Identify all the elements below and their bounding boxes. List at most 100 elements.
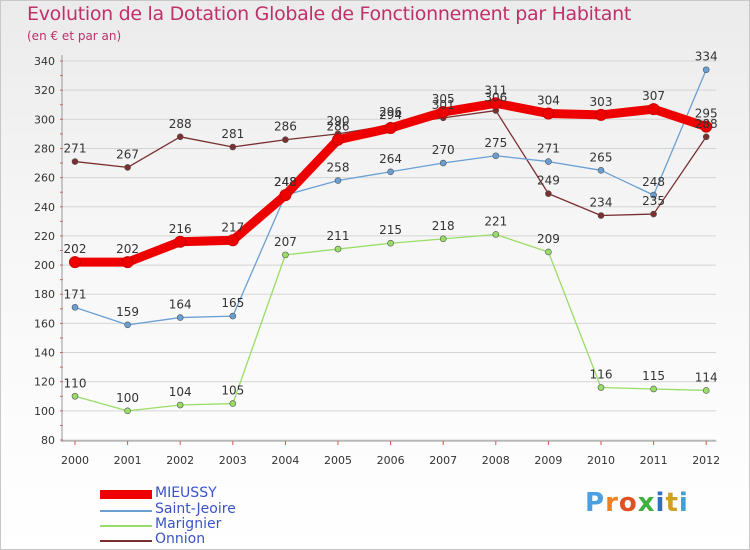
- data-label: 234: [590, 196, 613, 210]
- data-label: 307: [642, 89, 665, 103]
- series-point: [229, 143, 237, 151]
- series-point: [650, 385, 657, 393]
- series-point: [437, 106, 450, 119]
- data-label: 159: [116, 305, 139, 319]
- data-label: 248: [642, 175, 665, 189]
- y-tick-label: 220: [34, 230, 55, 243]
- data-label: 275: [484, 136, 507, 150]
- brand-letter: x: [637, 488, 656, 518]
- y-tick-label: 80: [41, 434, 55, 447]
- data-label: 116: [590, 368, 613, 382]
- data-label: 211: [327, 229, 350, 243]
- series-point: [702, 133, 710, 141]
- data-label: 311: [484, 83, 507, 97]
- data-label: 270: [432, 143, 455, 157]
- y-tick-label: 240: [34, 201, 55, 214]
- x-tick-label: 2003: [219, 454, 247, 467]
- series-point: [71, 304, 79, 311]
- data-label: 286: [274, 120, 297, 134]
- x-tick-label: 2009: [534, 454, 562, 467]
- data-label: 281: [221, 127, 244, 141]
- y-tick-label: 300: [34, 113, 55, 126]
- series-point: [700, 120, 713, 133]
- y-tick-label: 260: [34, 172, 55, 185]
- x-tick-label: 2007: [429, 454, 457, 467]
- series-point: [595, 108, 607, 121]
- x-tick-label: 2000: [61, 454, 89, 467]
- series-point: [279, 189, 292, 202]
- series-point: [176, 314, 184, 321]
- data-label: 286: [327, 120, 350, 134]
- series-point: [121, 256, 134, 269]
- series-point: [174, 235, 187, 248]
- data-label: 301: [432, 98, 455, 112]
- series-point: [226, 234, 239, 247]
- x-tick-label: 2001: [114, 454, 142, 467]
- x-tick-label: 2008: [482, 454, 510, 467]
- data-label: 165: [221, 296, 244, 310]
- series-point: [489, 97, 502, 110]
- series-point: [597, 384, 605, 391]
- legend-swatch: [100, 540, 152, 542]
- data-label: 288: [169, 117, 192, 131]
- series-point: [387, 239, 394, 247]
- data-label: 265: [590, 150, 613, 164]
- series-layer: [69, 66, 713, 415]
- series-point: [69, 256, 81, 269]
- x-tick-label: 2006: [377, 454, 405, 467]
- data-label: 216: [169, 222, 192, 236]
- series-point: [71, 392, 79, 400]
- data-label: 164: [169, 298, 192, 312]
- legend-swatch: [100, 510, 152, 512]
- data-label: 221: [484, 214, 507, 228]
- data-label: 295: [695, 107, 718, 121]
- data-label: 305: [432, 92, 455, 106]
- data-label: 104: [169, 385, 192, 399]
- data-label: 202: [64, 242, 87, 256]
- brand-letter: o: [618, 488, 638, 518]
- series-point: [647, 103, 660, 116]
- brand-letter: i: [678, 488, 689, 518]
- series-point: [702, 66, 710, 74]
- data-label: 105: [221, 384, 244, 398]
- y-tick-label: 340: [34, 55, 55, 68]
- series-point: [124, 321, 131, 329]
- series-point: [492, 231, 500, 238]
- series-point: [387, 168, 394, 176]
- y-tick-label: 200: [34, 259, 55, 272]
- series-point: [597, 167, 605, 174]
- series-point: [124, 407, 131, 415]
- data-label: 249: [537, 174, 560, 188]
- series-point: [650, 210, 657, 218]
- brand-letter: r: [605, 488, 619, 518]
- series-point: [439, 235, 447, 243]
- legend-label: Marignier: [155, 516, 222, 532]
- series-point: [545, 158, 552, 165]
- data-label: 110: [64, 376, 87, 390]
- series-point: [176, 133, 184, 141]
- series-point: [332, 133, 344, 146]
- y-tick-label: 280: [34, 142, 55, 155]
- series-point: [282, 251, 289, 259]
- data-label: 248: [274, 175, 297, 189]
- legend-label: Onnion: [155, 531, 206, 547]
- data-label: 288: [695, 117, 718, 131]
- brand-letter: t: [665, 488, 679, 518]
- y-tick-label: 100: [34, 405, 55, 418]
- y-tick-label: 140: [34, 347, 55, 360]
- series-point: [71, 158, 79, 165]
- data-label: 235: [642, 194, 665, 208]
- series-point: [545, 190, 552, 197]
- series-point: [650, 191, 657, 199]
- data-label: 271: [64, 142, 87, 156]
- data-label: 248: [274, 175, 297, 189]
- x-tick-label: 2005: [324, 454, 352, 467]
- legend-label: MIEUSSY: [155, 485, 217, 501]
- x-tick-label: 2011: [640, 454, 668, 467]
- x-tick-label: 2004: [271, 454, 299, 467]
- data-label-layer: 202 202 216 217 248 286 294 305 311 304 303 307 295 1…: [64, 50, 718, 405]
- series-point: [334, 245, 342, 253]
- y-tick-label: 180: [34, 288, 55, 301]
